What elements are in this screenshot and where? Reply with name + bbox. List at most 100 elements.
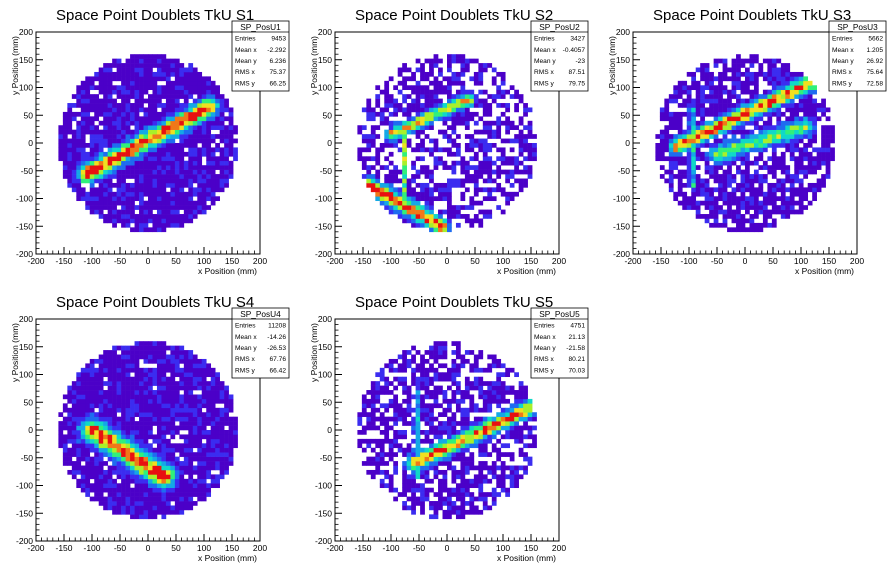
histogram-bin [170,112,175,117]
histogram-bin [754,72,759,77]
histogram-bin [206,399,211,404]
histogram-bin [108,497,113,502]
histogram-bin [166,152,171,157]
histogram-bin [411,377,416,382]
histogram-bin [496,116,501,121]
histogram-bin [63,147,68,152]
histogram-bin [460,103,465,108]
histogram-bin [99,85,104,90]
histogram-bin [745,143,750,148]
histogram-bin [790,196,795,201]
histogram-bin [175,116,180,121]
histogram-bin [144,152,149,157]
histogram-bin [714,103,719,108]
histogram-bin [812,125,817,130]
histogram-bin [157,448,162,453]
histogram-bin [393,107,398,112]
histogram-bin [402,152,407,157]
histogram-bin [375,147,380,152]
histogram-bin [380,196,385,201]
histogram-bin [148,170,153,175]
histogram-bin [505,196,510,201]
histogram-bin [407,363,412,368]
histogram-bin [166,116,171,121]
histogram-bin [121,474,126,479]
histogram-bin [63,112,68,117]
histogram-bin [148,125,153,130]
histogram-bin [175,492,180,497]
histogram-bin [139,412,144,417]
histogram-bin [357,412,362,417]
histogram-bin [402,156,407,161]
histogram-bin [81,134,86,139]
histogram-bin [94,196,99,201]
histogram-bin [416,147,421,152]
histogram-bin [99,430,104,435]
histogram-bin [99,192,104,197]
histogram-bin [188,161,193,166]
histogram-bin [81,121,86,126]
histogram-bin [188,210,193,215]
histogram-bin [90,139,95,144]
histogram-bin [803,147,808,152]
histogram-bin [803,76,808,81]
histogram-bin [776,72,781,77]
histogram-bin [179,483,184,488]
histogram-bin [206,143,211,148]
histogram-bin [794,107,799,112]
histogram-bin [188,107,193,112]
histogram-bin [745,218,750,223]
histogram-bin [460,59,465,64]
histogram-bin [130,134,135,139]
histogram-bin [362,439,367,444]
histogram-bin [166,448,171,453]
histogram-bin [389,483,394,488]
histogram-bin [741,174,746,179]
histogram-bin [188,156,193,161]
histogram-bin [161,143,166,148]
histogram-bin [389,474,394,479]
histogram-bin [175,483,180,488]
histogram-bin [474,103,479,108]
histogram-bin [139,192,144,197]
histogram-bin [714,152,719,157]
histogram-bin [67,394,72,399]
histogram-bin [366,470,371,475]
histogram-bin [152,143,157,148]
histogram-bin [474,192,479,197]
histogram-bin [108,466,113,471]
histogram-bin [510,161,515,166]
histogram-bin [745,81,750,86]
histogram-bin [749,183,754,188]
histogram-bin [380,107,385,112]
histogram-bin [709,94,714,99]
histogram-bin [492,121,497,126]
histogram-bin [121,368,126,373]
histogram-bin [81,130,86,135]
histogram-bin [67,457,72,462]
histogram-bin [741,121,746,126]
histogram-bin [126,346,131,351]
histogram-bin [723,134,728,139]
histogram-bin [416,474,421,479]
histogram-bin [148,452,153,457]
histogram-bin [465,214,470,219]
histogram-bin [58,143,63,148]
histogram-bin [812,112,817,117]
histogram-bin [139,408,144,413]
histogram-bin [767,156,772,161]
histogram-bin [184,205,189,210]
histogram-bin [139,399,144,404]
histogram-bin [121,443,126,448]
histogram-bin [85,434,90,439]
histogram-bin [366,390,371,395]
histogram-bin [63,426,68,431]
histogram-bin [465,205,470,210]
histogram-bin [808,139,813,144]
histogram-bin [184,426,189,431]
histogram-bin [362,448,367,453]
histogram-bin [152,205,157,210]
histogram-bin [673,196,678,201]
histogram-bin [130,474,135,479]
histogram-panel-2: Space Point Doublets TkU S2-200-150-100-… [309,7,588,276]
